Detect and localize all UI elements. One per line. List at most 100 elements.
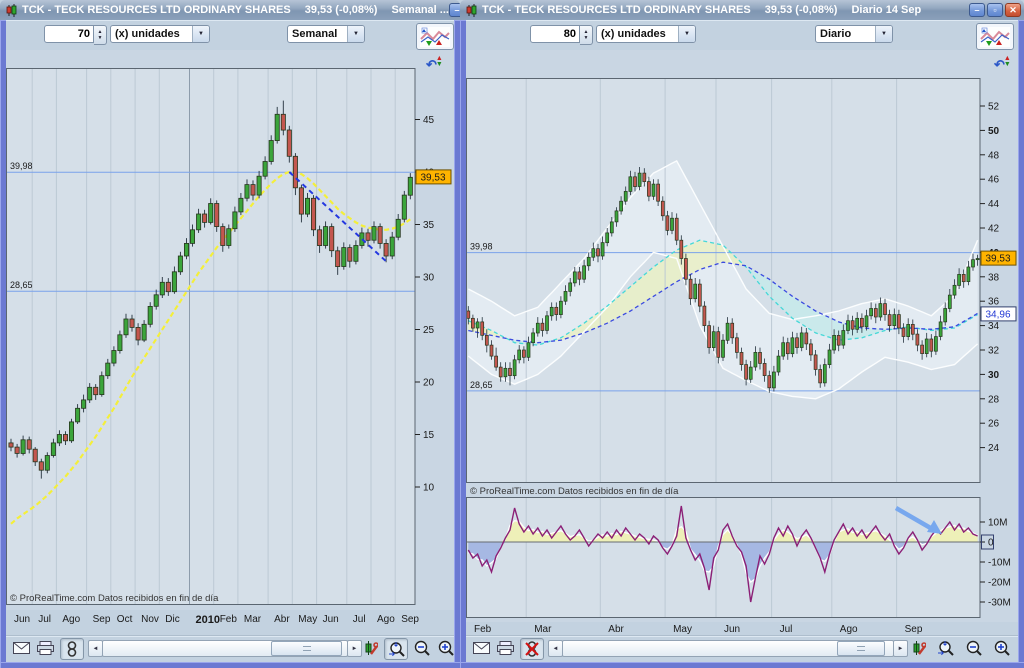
svg-text:52: 52	[988, 102, 1000, 113]
zoom-select-icon[interactable]	[384, 638, 408, 660]
window-daily: TCK - TECK RESOURCES LTD ORDINARY SHARES…	[460, 0, 1024, 668]
svg-text:25: 25	[423, 325, 435, 336]
svg-text:36: 36	[988, 297, 1000, 308]
svg-text:34,96: 34,96	[985, 309, 1010, 320]
svg-text:20: 20	[423, 378, 435, 389]
chart-style-icon	[420, 26, 450, 47]
svg-text:50: 50	[988, 126, 1000, 137]
titlebar-daily[interactable]: TCK - TECK RESOURCES LTD ORDINARY SHARES…	[460, 0, 1024, 20]
app-candlestick-icon	[465, 3, 478, 17]
restore-zoom-icon[interactable]: ↶ ▲ ▼	[994, 55, 1011, 72]
chevron-down-icon[interactable]: ▼	[192, 26, 209, 42]
units-type-dropdown[interactable]: (x) unidades ▼	[110, 25, 210, 43]
x-axis-label: Abr	[274, 614, 290, 625]
x-axis-label: 2010	[195, 614, 220, 626]
restore-zoom-icon[interactable]: ↶ ▲ ▼	[426, 55, 443, 72]
svg-text:39,53: 39,53	[420, 172, 445, 183]
chevron-down-icon[interactable]: ▼	[875, 26, 892, 42]
period-label: Diario 14 Sep	[851, 4, 922, 16]
daily-x-axis-labels: Feb Mar Abr May Jun Jul Ago Sep	[466, 620, 1018, 642]
svg-text:39,98: 39,98	[470, 242, 493, 252]
chevron-down-icon[interactable]: ▼	[347, 26, 364, 42]
zoom-in-icon[interactable]	[990, 638, 1012, 658]
svg-text:10M: 10M	[988, 518, 1007, 529]
scroll-left-arrow[interactable]: ◄	[88, 640, 103, 657]
x-axis-label: Sep	[401, 614, 419, 625]
svg-text:38: 38	[988, 272, 1000, 283]
chart-options-button[interactable]	[976, 23, 1014, 50]
svg-text:-30M: -30M	[988, 598, 1011, 609]
svg-text:35: 35	[423, 220, 435, 231]
scroll-right-arrow[interactable]: ►	[893, 640, 908, 657]
x-axis-label: Jun	[724, 624, 741, 635]
period-dropdown[interactable]: Diario ▼	[815, 25, 893, 43]
window-title: TCK - TECK RESOURCES LTD ORDINARY SHARES	[482, 4, 751, 16]
units-spinner[interactable]: ▲ ▼	[94, 25, 107, 45]
zoom-select-icon[interactable]	[934, 638, 956, 658]
window-border	[460, 662, 1024, 668]
chevron-down-icon[interactable]: ▼	[678, 26, 695, 42]
titlebar-weekly[interactable]: TCK - TECK RESOURCES LTD ORDINARY SHARES…	[0, 0, 460, 20]
x-axis-label: Ago	[839, 624, 858, 635]
x-axis-label: May	[298, 614, 318, 625]
settings-wrench-icon[interactable]	[362, 638, 380, 658]
toolbar-weekly: ▲▼ (x) unidades▼ Semanal▼	[0, 20, 460, 51]
scroll-right-arrow[interactable]: ►	[347, 640, 362, 657]
scrollbar-thumb[interactable]	[271, 641, 342, 656]
maximize-button[interactable]: ▫	[987, 3, 1003, 17]
x-axis-label: Nov	[141, 614, 159, 625]
close-button[interactable]: ✕	[1005, 3, 1021, 17]
x-axis-label: Feb	[474, 624, 492, 635]
time-scrollbar[interactable]	[562, 640, 894, 657]
minimize-button[interactable]: –	[448, 3, 460, 17]
period-dropdown[interactable]: Semanal ▼	[287, 25, 365, 43]
svg-text:10: 10	[423, 483, 435, 494]
svg-text:-10M: -10M	[988, 558, 1011, 569]
unlink-charts-icon[interactable]	[520, 638, 544, 660]
svg-text:© ProRealTime.com Datos recib: © ProRealTime.com Datos recibidos en fin…	[10, 593, 219, 604]
x-axis-label: Ago	[377, 614, 395, 625]
window-border	[0, 662, 460, 668]
zoom-out-icon[interactable]	[962, 638, 984, 658]
daily-chart-svg: 39,98 28,65 © ProRealTime.com Datos recibi…	[466, 50, 1018, 622]
time-scrollbar[interactable]	[102, 640, 348, 657]
chart-style-icon	[980, 26, 1010, 47]
email-icon[interactable]	[470, 638, 492, 658]
window-title: TCK - TECK RESOURCES LTD ORDINARY SHARES	[22, 4, 291, 16]
svg-text:15: 15	[423, 430, 435, 441]
x-axis-label: Mar	[243, 614, 262, 625]
units-spinner[interactable]: ▲ ▼	[580, 25, 593, 45]
link-charts-icon[interactable]	[60, 638, 84, 660]
svg-text:46: 46	[988, 175, 1000, 186]
x-axis-label: Jun	[322, 614, 339, 625]
x-axis-label: Abr	[608, 624, 624, 635]
svg-text:44: 44	[988, 199, 1000, 210]
scroll-left-arrow[interactable]: ◄	[548, 640, 563, 657]
x-axis-label: Jun	[14, 614, 31, 625]
print-icon[interactable]	[34, 638, 56, 658]
x-axis-label: Ago	[62, 614, 81, 625]
window-border	[454, 20, 460, 668]
zoom-in-icon[interactable]	[434, 638, 456, 658]
chart-options-button[interactable]	[416, 23, 454, 50]
svg-text:-20M: -20M	[988, 578, 1011, 589]
svg-text:32: 32	[988, 346, 1000, 357]
units-count-input[interactable]	[44, 25, 94, 43]
units-type-dropdown[interactable]: (x) unidades ▼	[596, 25, 696, 43]
scrollbar-thumb[interactable]	[836, 641, 886, 656]
svg-text:30: 30	[423, 273, 435, 284]
svg-text:48: 48	[988, 150, 1000, 161]
settings-wrench-icon[interactable]	[910, 638, 928, 658]
x-axis-label: Oct	[116, 614, 133, 625]
last-price-change: 39,53 (-0,08%)	[304, 4, 378, 16]
window-weekly: TCK - TECK RESOURCES LTD ORDINARY SHARES…	[0, 0, 460, 668]
weekly-bottom-toolbar: ◄ ►	[6, 635, 454, 662]
svg-text:30: 30	[988, 370, 1000, 381]
x-axis-label: Feb	[219, 614, 237, 625]
email-icon[interactable]	[10, 638, 32, 658]
units-count-input[interactable]	[530, 25, 580, 43]
minimize-button[interactable]: –	[969, 3, 985, 17]
print-icon[interactable]	[494, 638, 516, 658]
zoom-out-icon[interactable]	[410, 638, 432, 658]
svg-text:42: 42	[988, 224, 1000, 235]
